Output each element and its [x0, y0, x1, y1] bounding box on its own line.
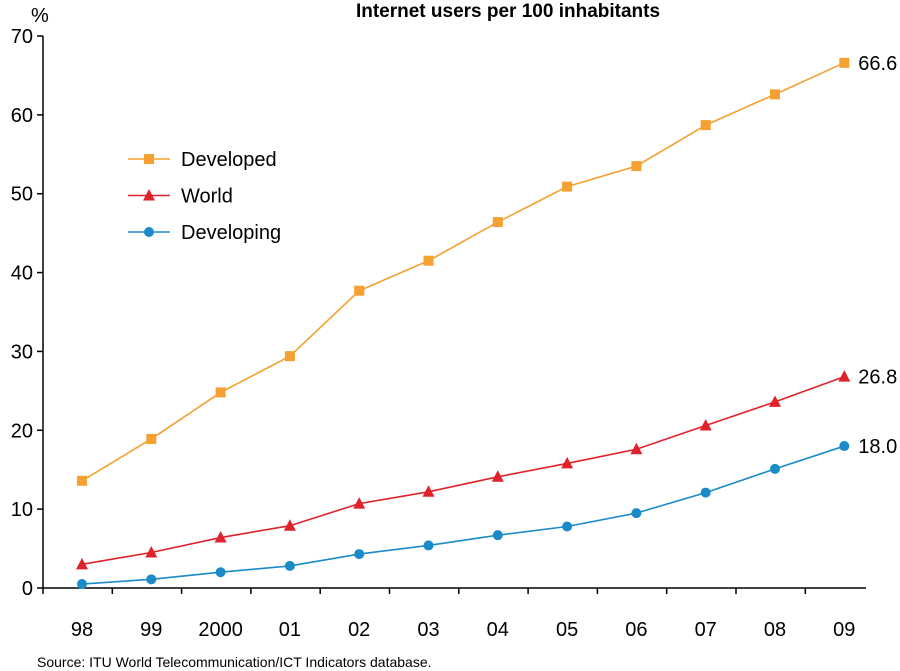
data-point-developing — [700, 487, 711, 498]
x-tick-label: 09 — [833, 619, 855, 641]
data-point-world — [769, 395, 781, 407]
x-tick-label: 07 — [695, 619, 717, 641]
x-tick-label: 99 — [140, 619, 162, 641]
y-tick-label: 60 — [11, 105, 33, 127]
data-point-developed — [839, 57, 850, 68]
x-tick-label: 03 — [417, 619, 439, 641]
y-tick-label: 10 — [11, 499, 33, 521]
x-tick-label: 01 — [279, 619, 301, 641]
data-point-world — [76, 557, 88, 570]
data-point-developing — [839, 441, 850, 452]
source-note: Source: ITU World Telecommunication/ICT … — [37, 654, 432, 670]
y-tick-label: 0 — [22, 578, 33, 600]
data-point-developed — [492, 217, 503, 228]
y-tick-label: 40 — [11, 263, 33, 285]
end-labels: 66.6 26.8 18.0 — [858, 53, 897, 458]
data-point-developing — [146, 574, 157, 585]
x-tick-label: 05 — [556, 619, 578, 641]
data-point-developed — [284, 351, 295, 362]
x-tick-label: 04 — [487, 619, 509, 641]
x-tick-label: 02 — [348, 619, 370, 641]
data-point-world — [699, 419, 712, 431]
y-tick-label: 70 — [11, 26, 33, 48]
end-label-world: 26.8 — [858, 367, 897, 389]
data-point-developing — [77, 579, 87, 590]
legend-label-developed: Developed — [181, 149, 277, 171]
data-point-developed — [631, 161, 642, 172]
data-point-developed — [700, 120, 711, 131]
x-tick-label: 2000 — [198, 619, 243, 641]
legend: Developed World Developing — [128, 149, 281, 244]
series-line-world — [81, 375, 845, 566]
end-label-developing: 18.0 — [858, 436, 897, 458]
legend-marker-developed — [144, 154, 154, 164]
data-point-developed — [770, 89, 780, 100]
series-line-developing — [81, 445, 845, 585]
data-point-world — [491, 470, 504, 482]
data-point-developing — [354, 549, 365, 560]
y-axis-unit-label: % — [31, 5, 49, 27]
series-markers — [76, 57, 851, 590]
end-label-developed: 66.6 — [858, 53, 897, 75]
series-line-developed — [81, 62, 845, 482]
data-point-developed — [146, 433, 157, 444]
x-tick-label: 06 — [625, 619, 647, 641]
data-point-world — [838, 370, 851, 382]
data-point-developing — [492, 530, 503, 541]
data-point-developing — [770, 463, 780, 474]
data-point-developing — [215, 567, 226, 578]
data-point-world — [145, 546, 158, 558]
y-tick-label: 50 — [11, 184, 33, 206]
x-tick-label: 08 — [764, 619, 786, 641]
data-point-world — [214, 531, 227, 543]
data-point-world — [283, 519, 296, 531]
data-point-developed — [423, 255, 434, 266]
data-point-developing — [284, 560, 295, 571]
axes: 0 10 20 30 40 50 60 70 98 99 2000 01 02 03 04 05 06 07 08 0… — [11, 26, 866, 641]
data-point-developed — [77, 475, 87, 486]
legend-label-world: World — [181, 186, 233, 208]
data-point-developing — [631, 508, 642, 519]
data-point-world — [561, 456, 574, 469]
data-point-developed — [562, 181, 573, 192]
x-tick-label: 98 — [71, 619, 93, 641]
data-point-developing — [423, 540, 434, 551]
data-point-developing — [562, 521, 573, 532]
y-tick-label: 20 — [11, 420, 33, 442]
legend-marker-developing — [144, 227, 154, 237]
series-lines — [81, 62, 845, 585]
legend-marker-world — [143, 189, 155, 201]
legend-label-developing: Developing — [181, 222, 281, 244]
data-point-world — [422, 485, 435, 497]
y-tick-label: 30 — [11, 341, 33, 363]
chart-title: Internet users per 100 inhabitants — [356, 1, 660, 22]
data-point-world — [353, 497, 366, 509]
data-point-developed — [215, 387, 226, 398]
data-point-world — [630, 442, 643, 455]
data-point-developed — [354, 285, 365, 296]
